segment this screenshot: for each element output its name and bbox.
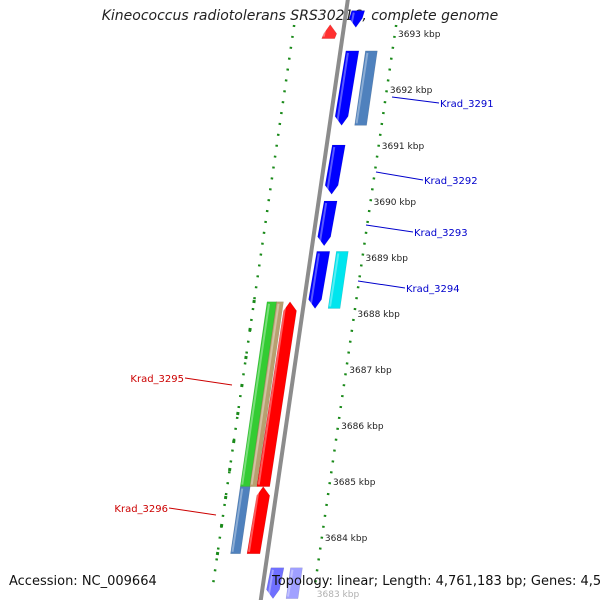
krad-3292-leader-line <box>375 171 424 181</box>
feature-highlight <box>247 488 260 552</box>
tick-label-3688: 3688 kbp <box>357 310 400 320</box>
feature-highlight <box>257 303 287 485</box>
unlabeled-cds-feature[interactable] <box>266 567 285 600</box>
feature-highlight <box>350 12 355 26</box>
krad-3296-label[interactable]: Krad_3296 <box>114 504 168 515</box>
feature-highlight <box>231 488 244 552</box>
backbone <box>258 0 350 600</box>
unlabeled-gene2-feature[interactable] <box>249 301 284 487</box>
dotted-tracks <box>211 24 398 586</box>
feature-highlight <box>267 569 274 597</box>
tick-label-3686: 3686 kbp <box>341 422 384 432</box>
map-title: Kineococcus radiotolerans SRS30216, comp… <box>101 8 499 24</box>
tick-label-3692: 3692 kbp <box>390 86 433 96</box>
feature-highlight <box>326 146 336 193</box>
krad-3295-leader-line <box>184 377 233 386</box>
unlabeled-gene-feature[interactable] <box>354 50 378 126</box>
accession-text: Accession: NC_009664 <box>9 574 157 589</box>
feature-highlight <box>250 303 280 485</box>
gene-features <box>230 10 378 600</box>
unlabeled-gene-feature[interactable] <box>327 251 349 309</box>
forward-strand-guide <box>313 24 398 586</box>
feature-highlight <box>336 52 349 124</box>
feature-highlight <box>355 52 369 124</box>
genome-backbone-line <box>258 0 350 600</box>
unlabeled-gene-feature[interactable] <box>285 567 303 599</box>
krad-3294-leader-line <box>357 280 406 289</box>
krad-3296-leader-line <box>168 507 217 516</box>
feature-highlight <box>322 26 327 37</box>
krad-3296-cds-feature[interactable] <box>246 486 270 555</box>
unlabeled-gene-feature[interactable] <box>230 486 251 555</box>
krad-3293-cds-feature[interactable] <box>317 200 338 247</box>
tick-label-3687: 3687 kbp <box>349 366 392 376</box>
gene-labels: Krad_3291 Krad_3292 Krad_3293 Krad_3294 Krad… <box>114 96 494 516</box>
feature-highlight <box>287 569 294 597</box>
tick-label-3691: 3691 kbp <box>382 142 425 152</box>
krad-3293-leader-line <box>365 224 414 233</box>
topology-text: Topology: linear; Length: 4,761,183 bp; … <box>272 574 600 589</box>
krad-3294-cds-feature[interactable] <box>308 251 331 309</box>
tick-label-3689: 3689 kbp <box>366 254 409 264</box>
feature-highlight <box>318 202 328 244</box>
feature-highlight <box>241 303 271 485</box>
feature-highlight <box>329 253 340 307</box>
krad-3293-label[interactable]: Krad_3293 <box>414 228 468 239</box>
krad-3295-label[interactable]: Krad_3295 <box>130 374 184 385</box>
krad-3291-cds-feature[interactable] <box>334 50 360 126</box>
scale-ticks: 3693 kbp 3692 kbp 3691 kbp 3690 kbp 3689 kbp… <box>317 30 441 600</box>
tick-label-3683: 3683 kbp <box>317 590 360 600</box>
krad-3294-label[interactable]: Krad_3294 <box>406 284 460 295</box>
tick-label-3690: 3690 kbp <box>374 198 417 208</box>
tick-label-3685: 3685 kbp <box>333 478 376 488</box>
krad-3291-leader-line <box>391 96 440 104</box>
krad-3292-cds-feature[interactable] <box>324 144 346 195</box>
tick-label-3693: 3693 kbp <box>398 30 441 40</box>
unlabeled-cds-feature[interactable] <box>321 24 338 39</box>
krad-3291-label[interactable]: Krad_3291 <box>440 99 494 110</box>
feature-highlight <box>309 253 320 307</box>
tick-label-3684: 3684 kbp <box>325 534 368 544</box>
unlabeled-cds-feature[interactable] <box>349 10 366 28</box>
krad-3292-label[interactable]: Krad_3292 <box>424 176 478 187</box>
